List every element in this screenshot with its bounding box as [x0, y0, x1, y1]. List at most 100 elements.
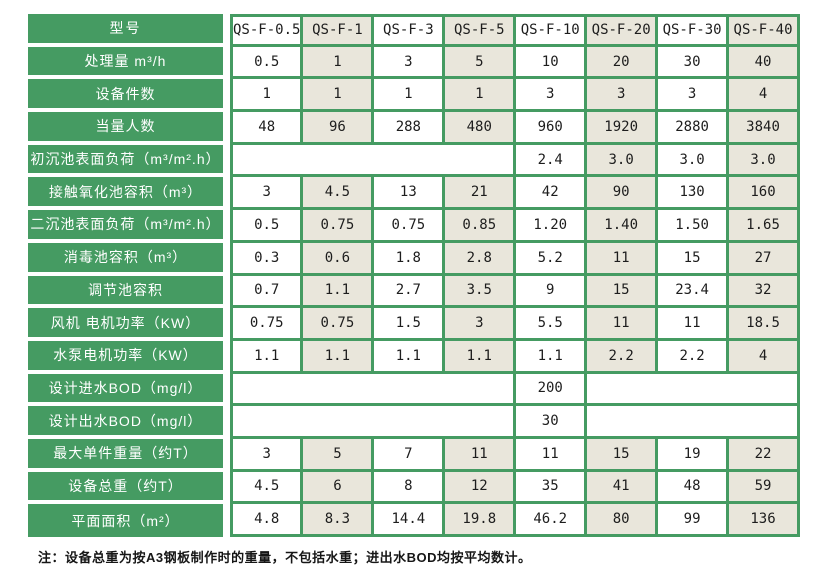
row-label: 设备件数 [28, 79, 223, 109]
value-cell: 5 [303, 438, 375, 472]
value-cell: 1 [374, 79, 446, 113]
value-cell: 27 [729, 242, 800, 276]
model-header-cell: QS-F-0.5 [230, 14, 304, 47]
value-cell: 1.1 [516, 340, 588, 374]
value-cell: 13 [374, 177, 446, 211]
value-cell: 0.75 [303, 308, 375, 341]
spec-table: 型号 QS-F-0.5 QS-F-1 QS-F-3 QS-F-5 QS-F-10 QS-F-… [28, 14, 800, 537]
row-label: 设备总重（约T） [28, 471, 223, 501]
blank-cell [587, 406, 800, 439]
value-cell: 30 [658, 46, 730, 80]
blank-cell [230, 144, 517, 178]
value-cell: 11 [587, 242, 659, 276]
value-cell: 3 [230, 438, 304, 472]
value-cell: 96 [303, 112, 375, 145]
value-cell: 4.5 [303, 177, 375, 211]
value-cell: 40 [729, 46, 800, 80]
value-cell: 8 [374, 471, 446, 505]
value-cell: 3 [374, 46, 446, 80]
value-cell: 3.0 [729, 144, 800, 178]
value-cell: 2.2 [658, 340, 730, 374]
value-cell: 2.7 [374, 275, 446, 309]
value-cell: 48 [658, 471, 730, 505]
value-cell: 3.0 [658, 144, 730, 178]
value-cell: 1.65 [729, 210, 800, 243]
value-cell: 3 [587, 79, 659, 113]
value-cell: 136 [729, 504, 800, 537]
blank-cell [230, 406, 517, 439]
value-cell: 30 [516, 406, 588, 439]
value-cell: 35 [516, 471, 588, 505]
value-cell: 1.1 [303, 340, 375, 374]
value-cell: 32 [729, 275, 800, 309]
value-cell: 15 [587, 275, 659, 309]
blank-cell [587, 373, 800, 407]
row-label: 调节池容积 [28, 275, 223, 305]
value-cell: 3840 [729, 112, 800, 145]
value-cell: 3.5 [445, 275, 517, 309]
value-cell: 0.3 [230, 242, 304, 276]
value-cell: 90 [587, 177, 659, 211]
value-cell: 1.1 [445, 340, 517, 374]
row-label: 接触氧化池容积（m³） [28, 177, 223, 207]
value-cell: 0.85 [445, 210, 517, 243]
row-label: 二沉池表面负荷（m³/m².h） [28, 210, 223, 239]
value-cell: 3.0 [587, 144, 659, 178]
model-header-cell: QS-F-1 [303, 14, 375, 47]
model-header-cell: QS-F-40 [729, 14, 800, 47]
row-label: 风机 电机功率（KW） [28, 308, 223, 337]
value-cell: 288 [374, 112, 446, 145]
value-cell: 0.6 [303, 242, 375, 276]
value-cell: 20 [587, 46, 659, 80]
value-cell: 5.5 [516, 308, 588, 341]
model-header-cell: QS-F-30 [658, 14, 730, 47]
value-cell: 0.5 [230, 46, 304, 80]
value-cell: 19.8 [445, 504, 517, 537]
value-cell: 48 [230, 112, 304, 145]
model-header-cell: QS-F-5 [445, 14, 517, 47]
value-cell: 480 [445, 112, 517, 145]
value-cell: 5.2 [516, 242, 588, 276]
row-label: 设计进水BOD（mg/l） [28, 373, 223, 403]
value-cell: 11 [658, 308, 730, 341]
value-cell: 3 [516, 79, 588, 113]
row-label: 最大单件重量（约T） [28, 438, 223, 468]
value-cell: 4.5 [230, 471, 304, 505]
value-cell: 2.8 [445, 242, 517, 276]
value-cell: 1.20 [516, 210, 588, 243]
value-cell: 1 [303, 46, 375, 80]
row-label: 初沉池表面负荷（m³/m².h） [28, 144, 223, 174]
value-cell: 130 [658, 177, 730, 211]
value-cell: 0.75 [303, 210, 375, 243]
value-cell: 1.1 [303, 275, 375, 309]
value-cell: 200 [516, 373, 588, 407]
value-cell: 2.4 [516, 144, 588, 178]
value-cell: 160 [729, 177, 800, 211]
value-cell: 10 [516, 46, 588, 80]
value-cell: 4.8 [230, 504, 304, 537]
value-cell: 1 [303, 79, 375, 113]
value-cell: 2880 [658, 112, 730, 145]
value-cell: 0.5 [230, 210, 304, 243]
row-label: 处理量 m³/h [28, 46, 223, 76]
value-cell: 14.4 [374, 504, 446, 537]
value-cell: 8.3 [303, 504, 375, 537]
value-cell: 2.2 [587, 340, 659, 374]
value-cell: 3 [230, 177, 304, 211]
value-cell: 11 [587, 308, 659, 341]
model-header-cell: QS-F-3 [374, 14, 446, 47]
value-cell: 9 [516, 275, 588, 309]
row-label: 当量人数 [28, 112, 223, 141]
value-cell: 960 [516, 112, 588, 145]
value-cell: 23.4 [658, 275, 730, 309]
value-cell: 1920 [587, 112, 659, 145]
value-cell: 15 [587, 438, 659, 472]
value-cell: 11 [516, 438, 588, 472]
value-cell: 1.1 [374, 340, 446, 374]
value-cell: 6 [303, 471, 375, 505]
row-label: 消毒池容积（m³） [28, 242, 223, 272]
model-header-cell: QS-F-20 [587, 14, 659, 47]
value-cell: 3 [658, 79, 730, 113]
value-cell: 1.40 [587, 210, 659, 243]
row-label: 平面面积（m²） [28, 504, 223, 537]
